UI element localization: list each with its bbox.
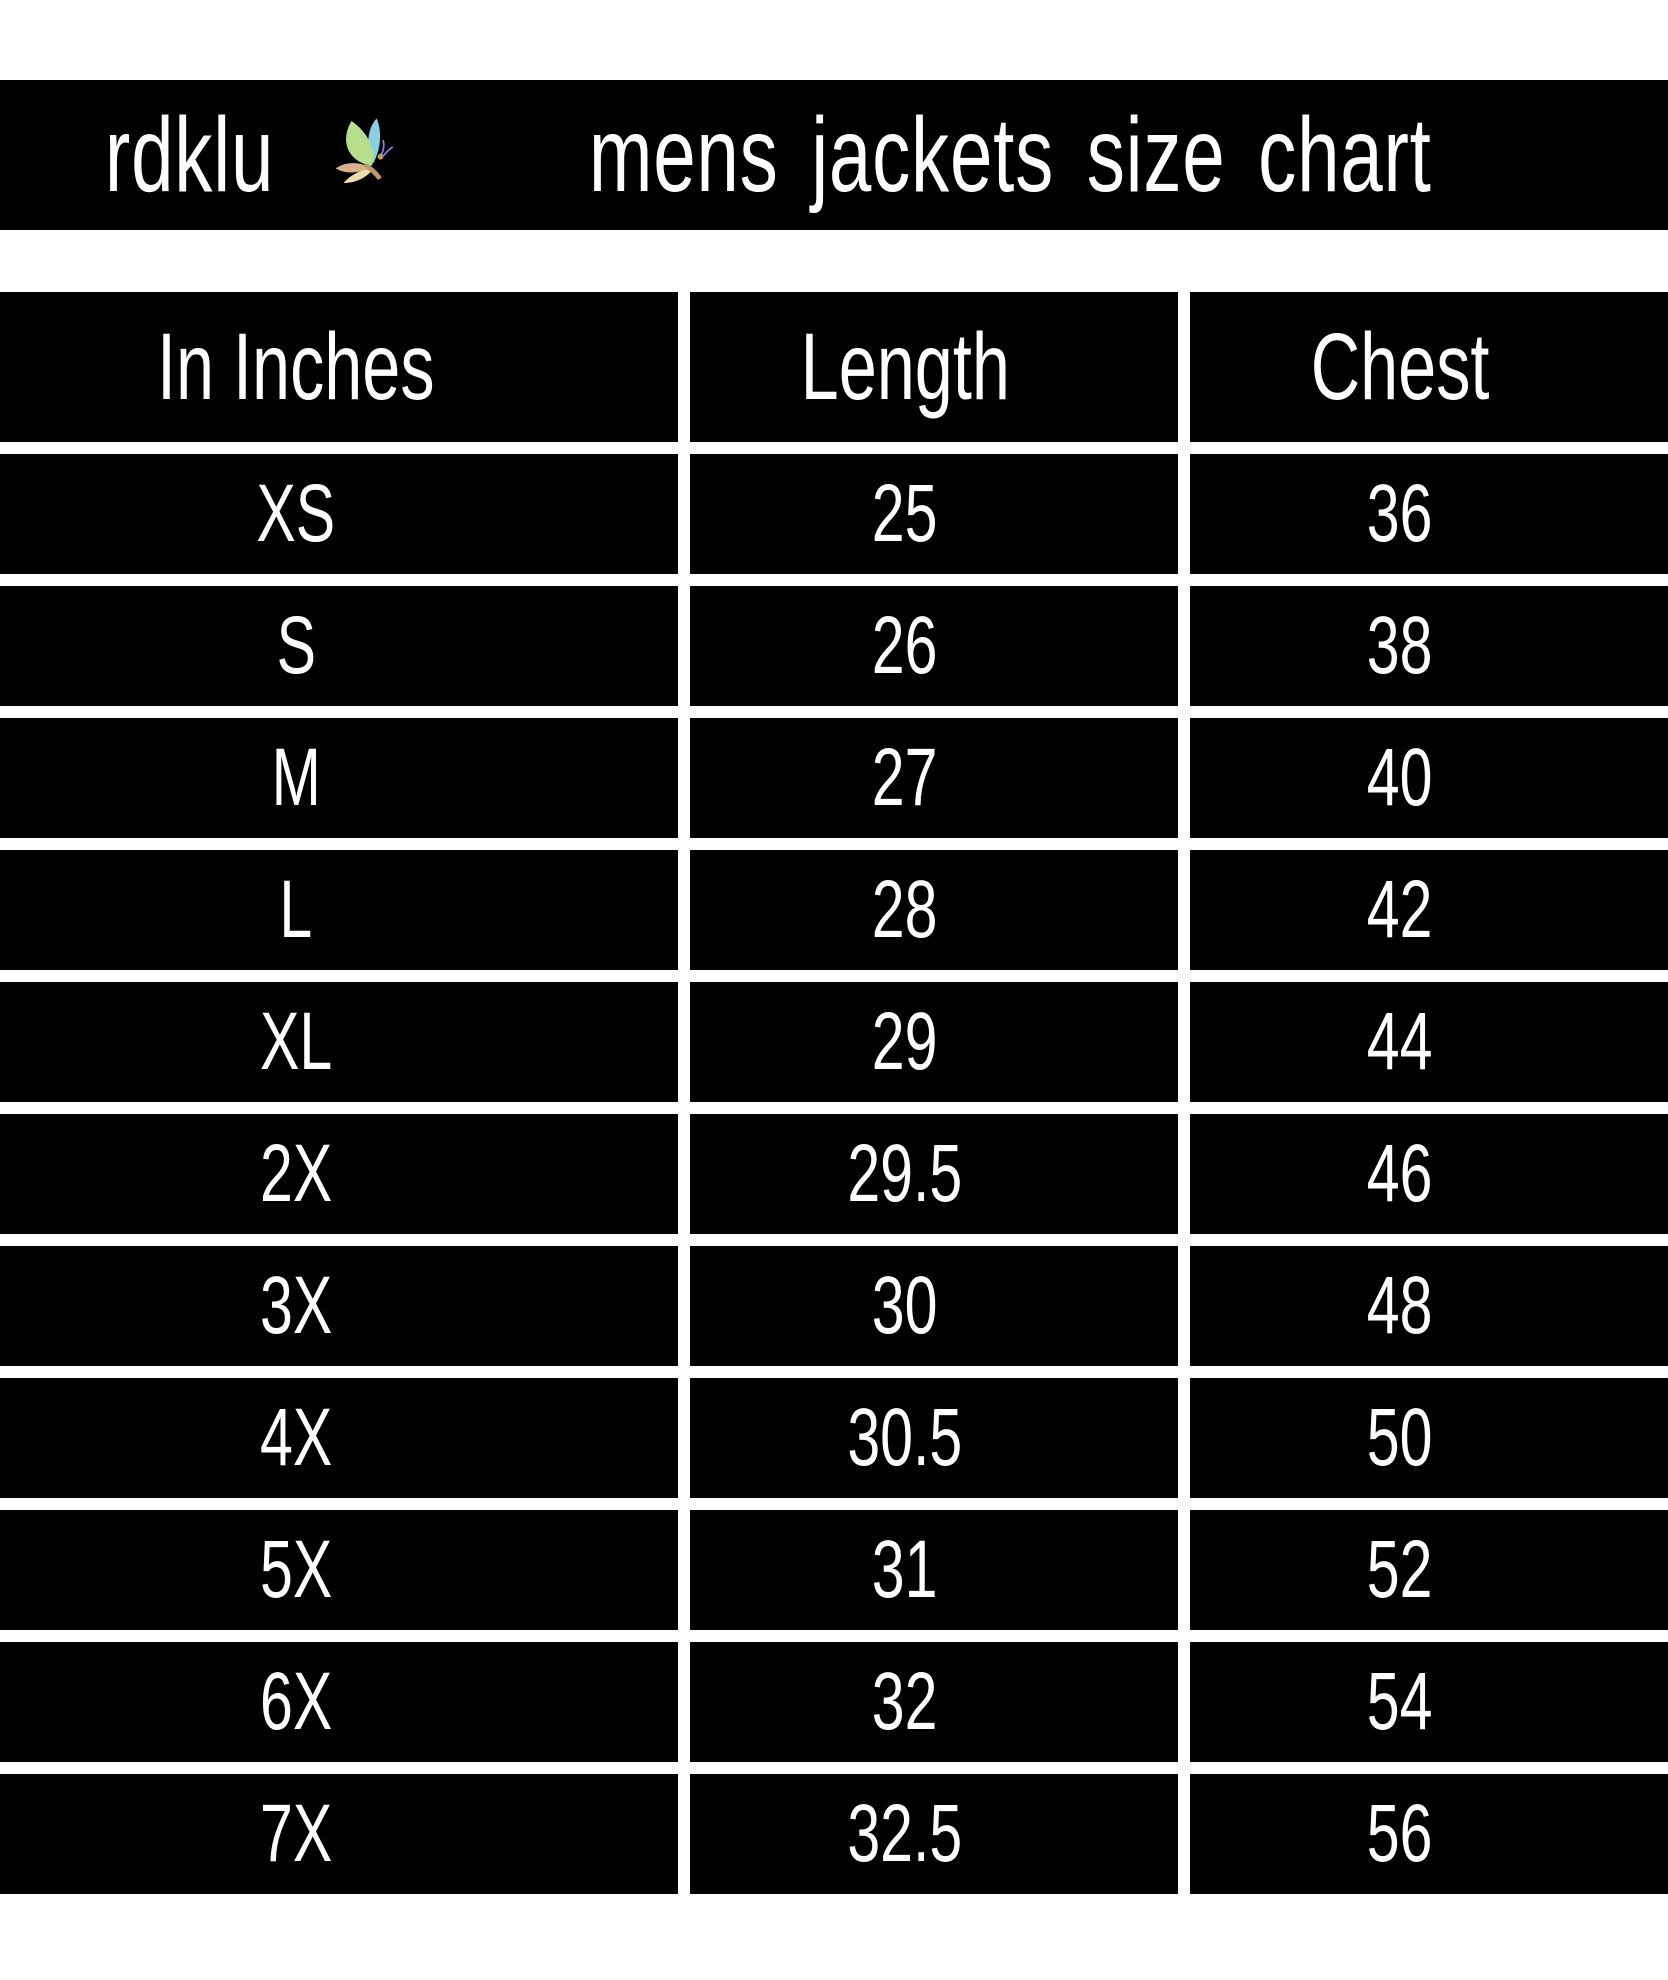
cell-length-2x: 29.5 xyxy=(690,1114,1178,1234)
chest-value: 54 xyxy=(1367,1656,1433,1747)
cell-chest-s: 38 xyxy=(1190,586,1668,706)
butterfly-icon xyxy=(333,110,399,194)
cell-length-6x: 32 xyxy=(690,1642,1178,1762)
size-label: 6X xyxy=(259,1656,333,1747)
cell-chest-xl: 44 xyxy=(1190,982,1668,1102)
size-label: 3X xyxy=(259,1260,333,1351)
size-label: M xyxy=(271,732,321,823)
chest-value: 44 xyxy=(1367,996,1433,1087)
cell-length-4x: 30.5 xyxy=(690,1378,1178,1498)
title-banner: rdklu mens jackets size chart xyxy=(0,80,1668,230)
cell-size-2x: 2X xyxy=(0,1114,678,1234)
cell-size-s: S xyxy=(0,586,678,706)
chest-value: 48 xyxy=(1367,1260,1433,1351)
brand-name: rdklu xyxy=(105,96,275,214)
column-header-chest: Chest xyxy=(1190,292,1668,442)
length-value: 31 xyxy=(872,1524,938,1615)
cell-length-xl: 29 xyxy=(690,982,1178,1102)
size-label: XL xyxy=(259,996,333,1087)
cell-size-3x: 3X xyxy=(0,1246,678,1366)
cell-size-l: L xyxy=(0,850,678,970)
cell-length-m: 27 xyxy=(690,718,1178,838)
cell-chest-m: 40 xyxy=(1190,718,1668,838)
length-value: 29.5 xyxy=(847,1128,963,1219)
cell-chest-3x: 48 xyxy=(1190,1246,1668,1366)
cell-chest-7x: 56 xyxy=(1190,1774,1668,1894)
column-header-in-inches: In Inches xyxy=(0,292,678,442)
chest-value: 46 xyxy=(1367,1128,1433,1219)
chest-value: 56 xyxy=(1367,1788,1433,1879)
cell-length-5x: 31 xyxy=(690,1510,1178,1630)
cell-size-4x: 4X xyxy=(0,1378,678,1498)
cell-size-xl: XL xyxy=(0,982,678,1102)
size-label: S xyxy=(276,600,316,691)
cell-length-7x: 32.5 xyxy=(690,1774,1178,1894)
cell-length-3x: 30 xyxy=(690,1246,1178,1366)
cell-length-xs: 25 xyxy=(690,454,1178,574)
cell-chest-4x: 50 xyxy=(1190,1378,1668,1498)
size-label: 4X xyxy=(259,1392,333,1483)
chest-value: 38 xyxy=(1367,600,1433,691)
cell-chest-l: 42 xyxy=(1190,850,1668,970)
length-value: 30.5 xyxy=(847,1392,963,1483)
length-value: 32.5 xyxy=(847,1788,963,1879)
column-header-label: Chest xyxy=(1310,313,1490,420)
length-value: 32 xyxy=(872,1656,938,1747)
cell-length-l: 28 xyxy=(690,850,1178,970)
cell-size-7x: 7X xyxy=(0,1774,678,1894)
cell-size-6x: 6X xyxy=(0,1642,678,1762)
size-label: XS xyxy=(256,468,336,559)
size-label: 2X xyxy=(259,1128,333,1219)
length-value: 27 xyxy=(872,732,938,823)
size-label: 7X xyxy=(259,1788,333,1879)
chest-value: 50 xyxy=(1367,1392,1433,1483)
length-value: 25 xyxy=(872,468,938,559)
size-table: In Inches Length Chest XS 25 36 S 26 38 M 27 40 L… xyxy=(0,292,1668,1894)
length-value: 26 xyxy=(872,600,938,691)
cell-length-s: 26 xyxy=(690,586,1178,706)
size-label: L xyxy=(279,864,313,955)
chest-value: 52 xyxy=(1367,1524,1433,1615)
length-value: 30 xyxy=(872,1260,938,1351)
cell-size-m: M xyxy=(0,718,678,838)
size-label: 5X xyxy=(259,1524,333,1615)
column-header-label: Length xyxy=(800,313,1010,420)
length-value: 28 xyxy=(872,864,938,955)
chest-value: 40 xyxy=(1367,732,1433,823)
column-header-label: In Inches xyxy=(157,313,435,420)
cell-chest-6x: 54 xyxy=(1190,1642,1668,1762)
cell-size-xs: XS xyxy=(0,454,678,574)
length-value: 29 xyxy=(872,996,938,1087)
chest-value: 42 xyxy=(1367,864,1433,955)
title-text: mens jackets size chart xyxy=(589,96,1432,214)
cell-chest-5x: 52 xyxy=(1190,1510,1668,1630)
chest-value: 36 xyxy=(1367,468,1433,559)
column-header-length: Length xyxy=(690,292,1178,442)
cell-chest-xs: 36 xyxy=(1190,454,1668,574)
cell-chest-2x: 46 xyxy=(1190,1114,1668,1234)
cell-size-5x: 5X xyxy=(0,1510,678,1630)
